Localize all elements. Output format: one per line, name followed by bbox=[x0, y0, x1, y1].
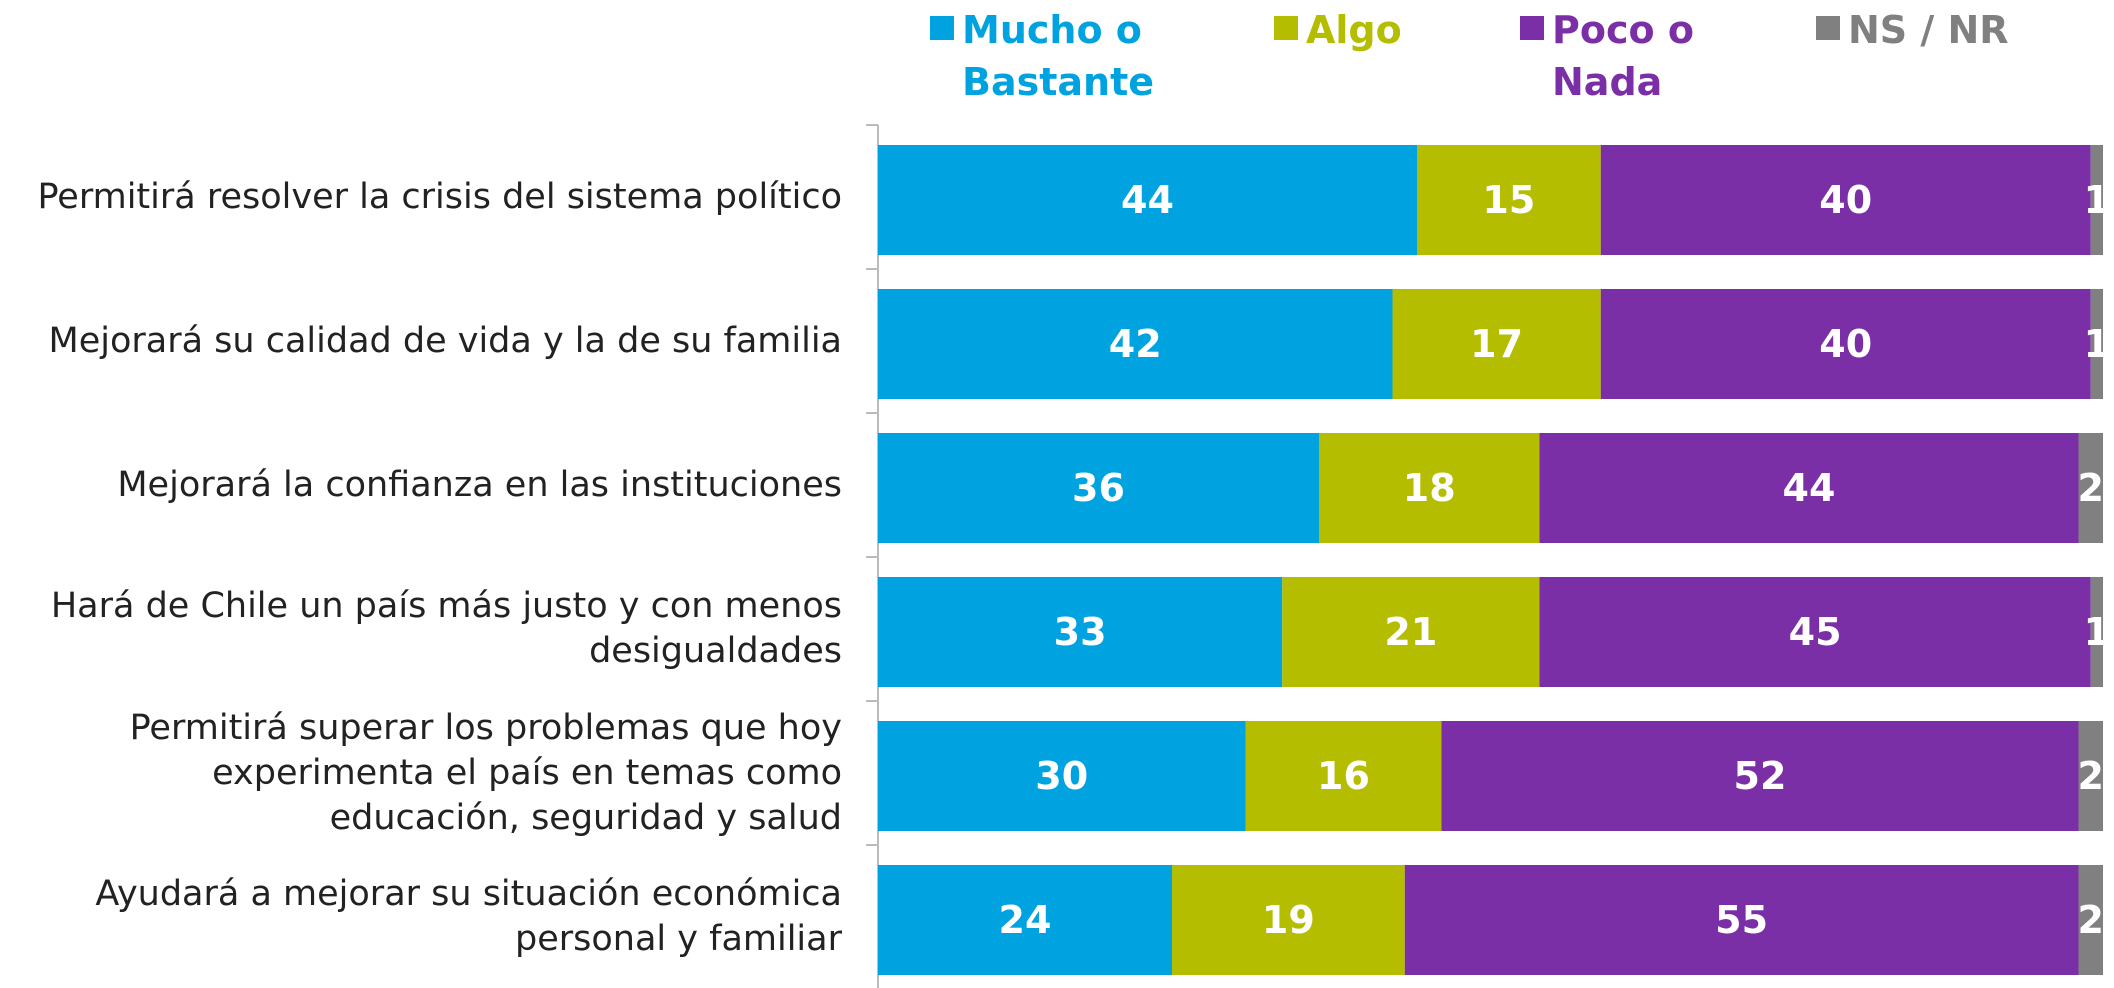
value-label: 44 bbox=[1121, 178, 1174, 222]
bar-segment bbox=[1392, 289, 1601, 399]
bar-segment bbox=[878, 145, 1417, 255]
bar-segment bbox=[1404, 865, 2079, 975]
bar-segment bbox=[2078, 865, 2103, 975]
value-label: 2 bbox=[2078, 754, 2104, 798]
value-label: 42 bbox=[1109, 322, 1162, 366]
value-label: 36 bbox=[1072, 466, 1125, 510]
value-label: 16 bbox=[1317, 754, 1370, 798]
value-label: 2 bbox=[2078, 898, 2104, 942]
bar-segment bbox=[1319, 433, 1540, 543]
category-label: Hará de Chile un país más justo y con me… bbox=[50, 586, 842, 671]
legend-swatch bbox=[1274, 16, 1298, 40]
bar-segment bbox=[1600, 145, 2091, 255]
value-label: 55 bbox=[1715, 898, 1768, 942]
bar-segment bbox=[1600, 289, 2091, 399]
category-label: Mejorará su calidad de vida y la de su f… bbox=[48, 320, 843, 361]
legend-swatch bbox=[930, 16, 954, 40]
bar-segment bbox=[2078, 433, 2103, 543]
value-label: 44 bbox=[1783, 466, 1836, 510]
bar-segment bbox=[878, 289, 1393, 399]
value-label: 1 bbox=[2084, 322, 2110, 366]
value-label: 40 bbox=[1819, 178, 1872, 222]
bar-segment bbox=[2090, 577, 2103, 687]
bar-segment bbox=[1539, 577, 2091, 687]
value-label: 21 bbox=[1384, 610, 1437, 654]
value-label: 2 bbox=[2078, 466, 2104, 510]
bar-segment bbox=[1282, 577, 1540, 687]
bar-segment bbox=[878, 433, 1319, 543]
bar-segment bbox=[878, 865, 1172, 975]
legend-label: NS / NR bbox=[1848, 8, 2009, 52]
legend-label: Mucho o Bastante bbox=[962, 8, 1155, 104]
value-label: 15 bbox=[1482, 178, 1535, 222]
bar-segment bbox=[2078, 721, 2103, 831]
value-label: 40 bbox=[1819, 322, 1872, 366]
bar-segment bbox=[2090, 145, 2103, 255]
value-label: 24 bbox=[999, 898, 1052, 942]
category-label: Mejorará la confianza en las institucion… bbox=[117, 464, 842, 505]
category-label: Permitirá superar los problemas que hoy … bbox=[129, 707, 842, 838]
bar-segment bbox=[1539, 433, 2079, 543]
bar-segment bbox=[878, 721, 1246, 831]
bar-segment bbox=[878, 577, 1283, 687]
legend-swatch bbox=[1816, 16, 1840, 40]
value-label: 30 bbox=[1035, 754, 1088, 798]
value-label: 1 bbox=[2084, 610, 2110, 654]
bar-segment bbox=[1441, 721, 2079, 831]
value-label: 33 bbox=[1054, 610, 1107, 654]
category-label: Ayudará a mejorar su situación económica… bbox=[95, 874, 842, 959]
bar-segment bbox=[1172, 865, 1405, 975]
category-label: Permitirá resolver la crisis del sistema… bbox=[37, 176, 842, 217]
value-label: 17 bbox=[1470, 322, 1523, 366]
value-label: 52 bbox=[1734, 754, 1787, 798]
legend-label: Poco o Nada bbox=[1552, 8, 1694, 104]
value-label: 1 bbox=[2084, 178, 2110, 222]
value-label: 18 bbox=[1403, 466, 1456, 510]
legend-swatch bbox=[1520, 16, 1544, 40]
legend-label: Algo bbox=[1306, 8, 1402, 52]
bar-segment bbox=[2090, 289, 2103, 399]
bar-segment bbox=[1417, 145, 1601, 255]
value-label: 19 bbox=[1262, 898, 1315, 942]
value-label: 45 bbox=[1789, 610, 1842, 654]
bar-segment bbox=[1245, 721, 1442, 831]
